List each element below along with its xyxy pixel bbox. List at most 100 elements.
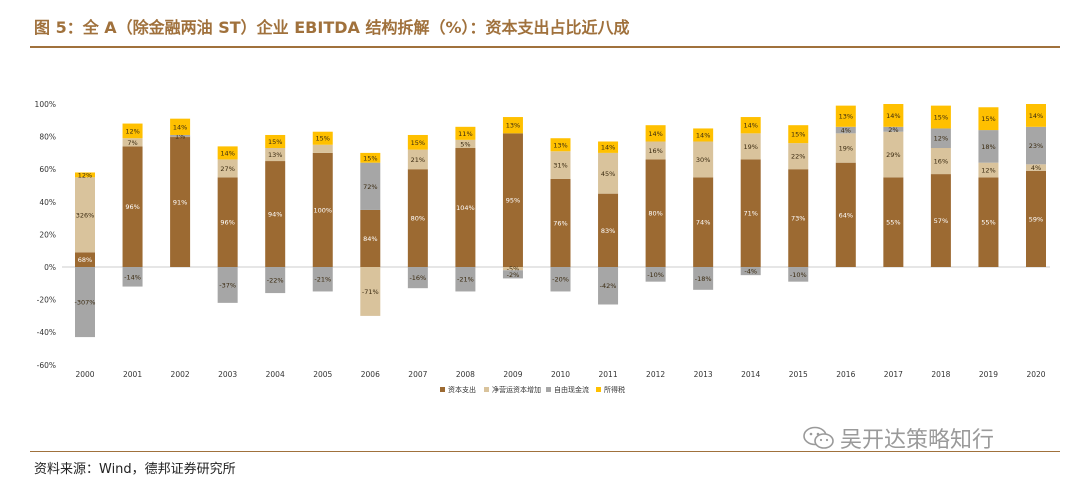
- data-label-tax: 13%: [506, 122, 520, 130]
- data-label-capex: 73%: [791, 215, 805, 223]
- bar-fcf: [550, 267, 571, 292]
- bar-capex: [550, 178, 571, 267]
- data-label-fcf: -20%: [552, 276, 569, 284]
- y-tick-label: 0%: [44, 263, 56, 272]
- bar-tax: [835, 105, 856, 127]
- y-tick-label: -20%: [37, 296, 56, 305]
- x-tick-label: 2019: [979, 370, 998, 379]
- bar-capex: [930, 174, 951, 267]
- bar-working_capital: [170, 136, 191, 138]
- bar-capex: [217, 177, 238, 267]
- bar-tax: [217, 146, 238, 160]
- bar-working_capital: [930, 148, 951, 175]
- data-label-tax: 14%: [886, 112, 900, 120]
- x-tick-label: 2016: [836, 370, 855, 379]
- data-label-working_capital: 45%: [601, 170, 615, 178]
- data-label-fcf: 23%: [1029, 142, 1043, 150]
- legend-swatch-capex: [440, 387, 445, 392]
- bar-tax: [407, 134, 428, 150]
- bar-fcf: [835, 126, 856, 134]
- bar-fcf: [930, 128, 951, 149]
- data-label-tax: 15%: [411, 139, 425, 147]
- data-label-fcf: -37%: [219, 281, 236, 289]
- x-tick-label: 2010: [551, 370, 570, 379]
- x-tick-label: 2015: [789, 370, 808, 379]
- ebitda-structure-chart: -60% -40% -20% 0% 20% 40% 60% 80% 100% 68% 326% -30…: [35, 100, 1050, 394]
- data-label-fcf: -21%: [314, 276, 331, 284]
- bar-working_capital: [693, 141, 714, 178]
- bar-fcf: [75, 267, 95, 338]
- x-tick-label: 2008: [456, 370, 475, 379]
- data-label-fcf: 2%: [888, 126, 898, 134]
- source-note: 资料来源：Wind，德邦证券研究所: [34, 462, 236, 477]
- data-label-working_capital: 326%: [76, 211, 95, 219]
- bar-fcf: [407, 267, 428, 289]
- bar-tax: [740, 117, 761, 134]
- x-tick-label: 2004: [266, 370, 285, 379]
- bar-fcf: [740, 267, 761, 276]
- data-label-capex: 76%: [553, 219, 567, 227]
- x-tick-label: 2007: [408, 370, 427, 379]
- data-label-working_capital: 19%: [743, 143, 757, 151]
- bar-working_capital: [598, 152, 619, 194]
- data-label-fcf: 12%: [934, 135, 948, 143]
- data-label-working_capital: 7%: [127, 139, 137, 147]
- legend-label-fcf: 自由现金流: [554, 385, 589, 394]
- data-label-working_capital: 13%: [268, 151, 282, 159]
- x-tick-label: 2003: [218, 370, 237, 379]
- bar-tax: [978, 107, 999, 131]
- bar-working_capital: [550, 151, 571, 179]
- bar-capex: [1026, 170, 1046, 267]
- data-label-capex: 96%: [220, 219, 234, 227]
- data-label-fcf: -4%: [744, 268, 757, 276]
- x-tick-label: 2011: [599, 370, 618, 379]
- bar-working_capital: [360, 267, 381, 316]
- bar-working_capital: [455, 139, 476, 149]
- bar-capex: [312, 152, 333, 267]
- bar-capex: [502, 133, 523, 267]
- data-label-capex: 55%: [981, 219, 995, 227]
- data-label-tax: 14%: [1029, 112, 1043, 120]
- y-tick-label: 60%: [39, 165, 56, 174]
- data-label-capex: 74%: [696, 219, 710, 227]
- bar-tax: [312, 131, 333, 145]
- bar-fcf: [312, 267, 333, 292]
- data-label-tax: 12%: [125, 127, 139, 135]
- bar-capex: [835, 162, 856, 267]
- bar-capex: [693, 177, 714, 267]
- data-label-tax: 11%: [458, 130, 472, 138]
- data-label-tax: 12%: [78, 171, 92, 179]
- data-label-capex: 57%: [934, 217, 948, 225]
- bar-tax: [360, 152, 381, 163]
- data-label-capex: 64%: [839, 211, 853, 219]
- data-label-fcf: -21%: [457, 276, 474, 284]
- data-label-fcf: -22%: [267, 277, 284, 285]
- data-label-tax: 15%: [981, 115, 995, 123]
- y-tick-label: -60%: [37, 361, 56, 370]
- data-label-tax: 15%: [268, 138, 282, 146]
- bar-fcf: [978, 130, 999, 163]
- bar-tax: [598, 141, 619, 153]
- data-label-tax: 14%: [696, 131, 710, 139]
- data-label-tax: 13%: [839, 113, 853, 121]
- data-label-fcf: -42%: [600, 282, 617, 290]
- bar-capex: [170, 136, 191, 267]
- data-label-fcf: -14%: [124, 273, 141, 281]
- bar-fcf: [645, 267, 666, 282]
- bar-working_capital: [788, 143, 809, 170]
- data-label-working_capital: 16%: [648, 147, 662, 155]
- x-tick-label: 2002: [171, 370, 190, 379]
- bar-fcf: [217, 267, 238, 303]
- bar-tax: [265, 134, 286, 149]
- data-label-tax: 14%: [173, 123, 187, 131]
- bar-working_capital: [502, 267, 523, 271]
- bar-working_capital: [740, 133, 761, 160]
- bar-tax: [170, 118, 191, 135]
- bar-fcf: [360, 162, 381, 210]
- x-tick-label: 2012: [646, 370, 665, 379]
- data-label-tax: 14%: [601, 144, 615, 152]
- data-label-capex: 55%: [886, 219, 900, 227]
- bar-working_capital: [312, 144, 333, 153]
- bar-fcf: [455, 267, 476, 292]
- bar-working_capital: [978, 162, 999, 178]
